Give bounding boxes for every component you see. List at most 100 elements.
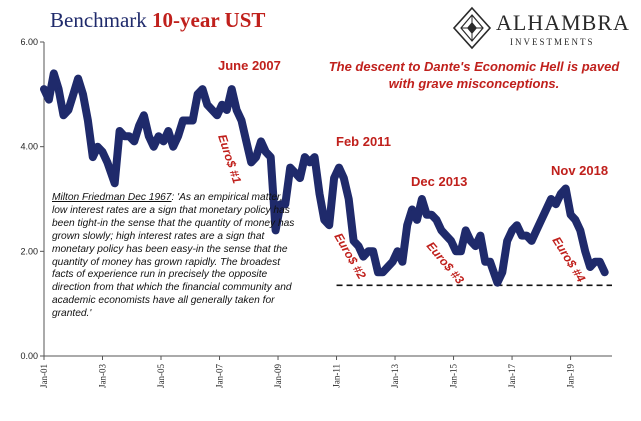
data-point [250,161,253,164]
data-point [176,135,180,138]
data-point [57,87,60,91]
x-tick-label: Jan-17 [507,364,517,388]
data-point [479,234,482,237]
data-point [211,108,214,112]
data-point [167,129,170,133]
data-point [123,135,126,138]
data-point [274,229,277,232]
data-point [308,161,311,164]
y-tick-label: 4.00 [20,142,38,152]
data-point [215,114,219,117]
data-point [454,250,458,253]
peak-label-nov-2018: Nov 2018 [551,163,609,178]
data-point [240,119,243,122]
data-point [352,239,355,243]
quote-attribution: Milton Friedman Dec 1967 [52,192,172,203]
data-point [81,93,85,96]
data-point [303,155,307,159]
data-point [449,239,453,243]
data-point [579,229,582,232]
data-point [367,250,370,253]
data-point [62,114,65,117]
data-point [318,192,321,195]
data-point [186,119,190,122]
data-point [391,260,394,263]
data-point [172,145,175,148]
data-point [157,135,160,138]
data-point [201,87,204,91]
data-point [598,260,602,263]
data-point [574,218,577,222]
data-point [181,119,185,122]
data-point [323,218,326,222]
data-point [298,176,302,180]
data-point [76,77,80,80]
data-point [328,223,331,227]
data-point [415,218,419,222]
data-point [593,260,597,263]
title-emphasis: 10-year UST [152,8,266,32]
x-tick-label: Jan-01 [39,364,49,388]
data-point [347,197,350,201]
data-point [406,223,409,227]
data-point [220,103,224,107]
data-point [530,239,533,243]
data-point [342,176,346,180]
data-point [401,260,404,263]
data-point [67,108,70,112]
peak-label-feb-2011: Feb 2011 [336,134,391,149]
x-tick-label: Jan-03 [98,364,108,388]
data-point [128,135,131,138]
title-prefix: Benchmark [50,8,153,32]
data-point [488,260,492,263]
y-tick-label: 0.00 [20,351,38,361]
data-point [544,208,548,211]
data-point [525,234,528,237]
x-tick-label: Jan-09 [273,364,283,388]
data-point [603,271,606,274]
data-point [279,203,282,206]
peak-label-june-2007: June 2007 [218,58,281,73]
data-point [520,234,524,237]
data-point [535,229,538,232]
eurodollar-label-1: Euro$ #1 [215,133,244,186]
data-point [259,140,263,143]
data-point [269,155,272,159]
data-point [588,265,592,269]
data-point [313,155,316,159]
data-point [162,140,165,143]
data-point [583,250,587,253]
data-point [235,108,238,112]
logo-subtitle: INVESTMENTS [510,37,595,47]
data-point [410,208,414,211]
data-point [510,229,514,232]
data-point [459,250,463,253]
data-point [284,203,287,206]
data-point [425,213,428,216]
data-point [86,119,90,122]
data-point [362,255,365,258]
data-point [515,223,519,227]
data-point [381,271,385,274]
data-point [445,234,448,237]
y-tick-label: 6.00 [20,37,38,47]
x-tick-label: Jan-05 [156,364,166,388]
y-tick-label: 2.00 [20,246,38,256]
data-point [430,213,433,216]
x-tick-label: Jan-07 [215,364,225,388]
data-point [440,229,443,232]
data-point [337,166,341,169]
data-point [332,176,336,180]
callout-text: The descent to Dante's Economic Hell is … [328,59,620,91]
data-point [496,281,499,284]
data-point [106,161,109,164]
data-point [371,250,375,253]
data-point [464,229,467,232]
data-point [569,213,572,216]
data-point [386,265,389,269]
data-point [435,218,438,222]
data-point [91,155,94,159]
data-point [206,103,209,107]
data-point [559,192,563,195]
